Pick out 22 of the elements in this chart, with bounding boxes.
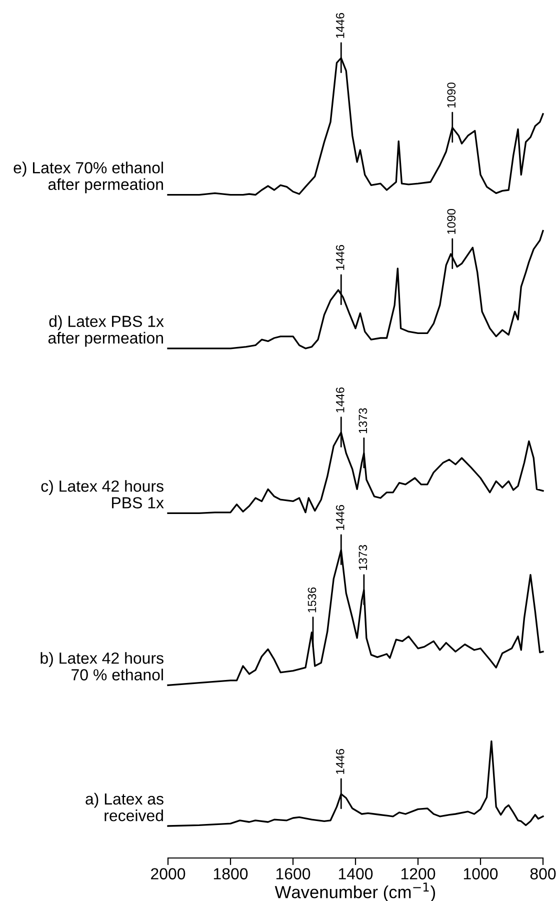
annotation: 1090 — [447, 82, 456, 108]
annotation: 1090 — [447, 209, 456, 234]
series-label: d) Latex PBS 1x after permeation — [48, 315, 164, 347]
annotation: 1373 — [358, 408, 368, 434]
x-tick-label: 1800 — [214, 868, 248, 880]
annotation: 1446 — [336, 245, 344, 270]
x-tick-label: 1000 — [464, 868, 498, 880]
x-tick-label: 800 — [530, 868, 556, 880]
annotation: 1373 — [358, 545, 368, 570]
annotation: 1536 — [308, 587, 316, 612]
x-tick-label: 2000 — [151, 868, 186, 880]
series-label: c) Latex 42 hours PBS 1x — [41, 480, 164, 508]
x-tick-label: 1200 — [401, 868, 436, 880]
series-label: e) Latex 70% ethanol after permeation — [14, 162, 163, 194]
annotation: 1446 — [336, 749, 344, 774]
x-tick-label: 1600 — [276, 868, 310, 880]
annotation: 1446 — [336, 13, 344, 38]
annotation: 1446 — [336, 387, 344, 412]
x-tick-label: 1400 — [338, 868, 373, 880]
series-label: a) Latex as received — [86, 792, 164, 822]
series-label: b) Latex 42 hours 70 % ethanol — [40, 652, 164, 680]
annotation: 1446 — [336, 505, 344, 530]
